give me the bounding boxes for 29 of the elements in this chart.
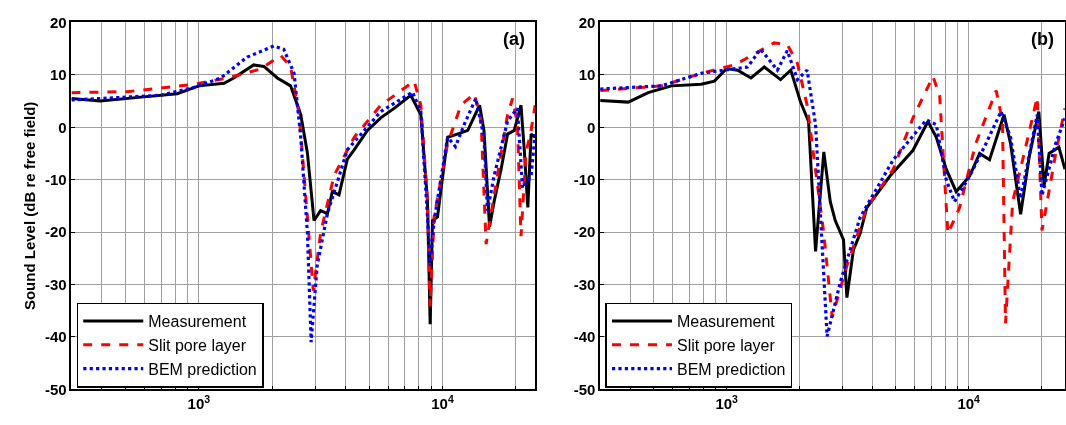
y-tick-label: 10 [578,66,596,84]
y-tick-label: -50 [44,380,67,398]
legend-label: Slit pore layer [676,337,776,355]
x-tick-label: 10$^{4}$ [957,392,981,413]
y-tick-label: -20 [573,223,596,241]
y-axis-title: Sound Level (dB re free field) [20,101,38,311]
legend-label: BEM prediction [676,360,786,378]
y-tick-label: -30 [44,275,67,293]
annotation: (b) [1031,29,1054,49]
annotation: (a) [503,29,525,49]
x-tick-label: 10$^{3}$ [715,392,739,413]
legend-label: Slit pore layer [148,337,247,355]
x-tick-label: 10$^{4}$ [431,392,454,413]
y-tick-label: -30 [573,275,596,293]
y-tick-label: 20 [49,13,67,31]
y-tick-label: -50 [573,380,596,398]
y-tick-label: -10 [573,170,596,188]
y-tick-label: 20 [578,13,596,31]
y-tick-label: -40 [44,328,67,346]
y-tick-label: 0 [58,118,67,136]
y-tick-label: -10 [44,170,67,188]
y-tick-label: -40 [573,328,596,346]
legend-label: BEM prediction [148,360,257,378]
y-tick-label: -20 [44,223,67,241]
y-tick-label: 10 [49,66,67,84]
x-tick-label: 10$^{3}$ [187,392,211,413]
legend-label: Measurement [148,313,247,331]
legend-label: Measurement [676,313,776,331]
y-tick-label: 0 [587,118,596,136]
